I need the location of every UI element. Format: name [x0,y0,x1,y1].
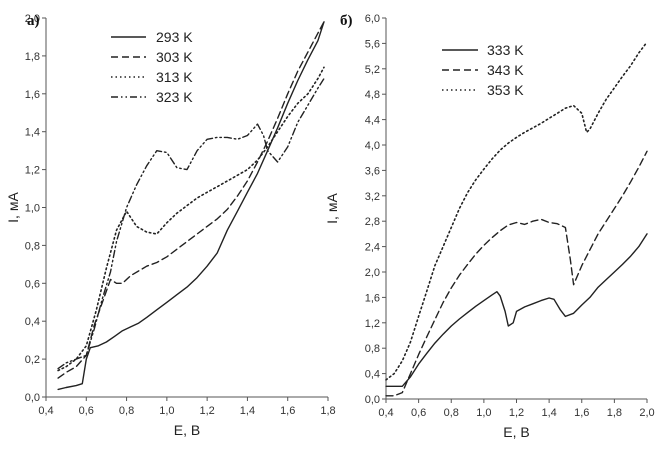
y-tick-label: 1,6 [25,89,40,101]
x-tick-label: 1,2 [509,407,524,419]
x-tick-label: 1,4 [541,407,556,419]
y-tick-label: 0,8 [365,343,380,355]
y-tick-label: 3,2 [365,191,380,203]
series-line-293-k [57,21,325,391]
y-tick-label: 3,6 [365,165,380,177]
legend-label: 293 K [156,29,193,45]
y-tick-label: 0,0 [365,394,380,406]
y-tick-label: 1,4 [25,127,40,139]
y-axis-label: I, мA [5,192,21,223]
x-tick-label: 1,8 [607,407,622,419]
y-tick-label: 2,8 [365,216,380,228]
x-tick-label: 0,6 [411,407,426,419]
y-axis-label: I, мA [324,193,340,224]
series-line-323-k [57,77,325,370]
x-tick-label: 1,6 [280,405,295,417]
y-tick-label: 0,4 [365,369,380,381]
x-tick-label: 0,6 [79,405,94,417]
panel-label: а) [27,13,40,29]
y-tick-label: 5,2 [365,64,380,76]
y-tick-label: 1,2 [25,165,40,177]
y-tick-label: 4,8 [365,89,380,101]
x-tick-label: 0,4 [378,407,393,419]
x-tick-label: 1,0 [159,405,174,417]
x-tick-label: 1,2 [199,405,214,417]
y-tick-label: 2,0 [365,267,380,279]
series-line-333-k [385,233,648,387]
y-tick-label: 1,0 [25,203,40,215]
x-tick-label: 1,4 [240,405,255,417]
y-tick-label: 0,2 [25,354,40,366]
y-tick-label: 0,0 [25,392,40,404]
legend-label: 353 K [487,82,524,98]
y-tick-label: 1,2 [365,318,380,330]
x-tick-label: 0,8 [444,407,459,419]
x-axis-label: E, B [174,422,200,438]
y-tick-label: 5,6 [365,38,380,50]
y-tick-label: 1,6 [365,292,380,304]
legend-label: 343 K [487,62,524,78]
y-tick-label: 0,4 [25,316,40,328]
y-tick-label: 0,6 [25,278,40,290]
panel-b-chart: 0,4 0,6 0,8 1,0 1,2 1,4 1,6 1,8 2,00,00,40,81,21… [324,13,655,440]
panel-a-chart: 0,4 0,6 0,8 1,0 1,2 1,4 1,6 1,8 0,0 0,2 0,4 0,6 0,8 1… [5,13,336,438]
y-tick-label: 6,0 [365,13,380,25]
y-tick-label: 0,8 [25,240,40,252]
panel-label: б) [340,13,353,29]
legend-label: 313 K [156,69,193,85]
legend-label: 303 K [156,49,193,65]
x-tick-label: 1,0 [476,407,491,419]
legend-label: 333 K [487,42,524,58]
x-tick-label: 0,8 [119,405,134,417]
series-line-343-k [385,150,648,397]
y-tick-label: 1,8 [25,51,40,63]
x-tick-label: 1,8 [320,405,335,417]
legend-label: 323 K [156,89,193,105]
x-tick-label: 2,0 [639,407,654,419]
y-tick-label: 4,4 [365,115,380,127]
x-tick-label: 0,4 [38,405,53,417]
y-tick-label: 2,0 [25,13,40,25]
y-tick-label: 2,4 [365,242,380,254]
x-tick-label: 1,6 [574,407,589,419]
y-tick-label: 4,0 [365,140,380,152]
x-axis-label: E, B [503,424,529,440]
series-line-353-k [385,41,648,381]
series-line-313-k [57,66,325,372]
